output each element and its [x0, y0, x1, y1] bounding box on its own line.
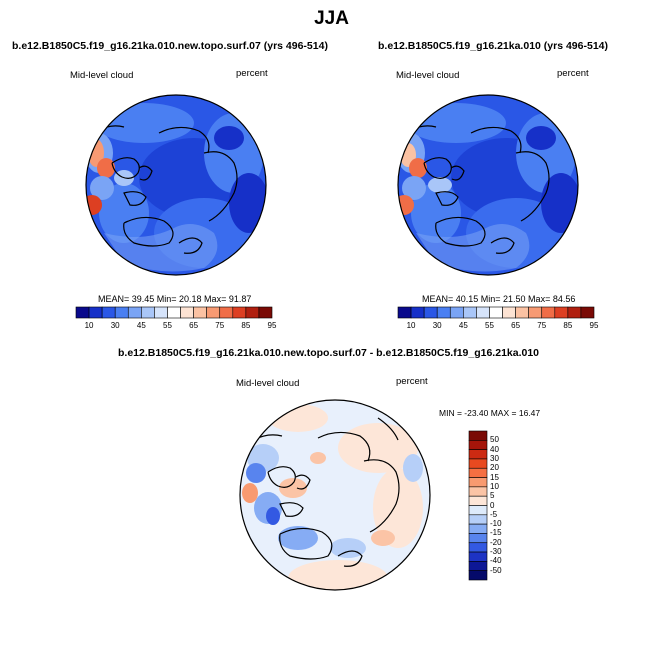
panel1-colorbar-box: [127, 306, 142, 319]
panel1-colorbar-box: [206, 306, 221, 319]
panel1-colorbar-box: [101, 306, 116, 319]
figure-title: JJA: [314, 8, 349, 29]
panel1-colorbar-tick-label: 10: [84, 321, 94, 330]
diff-colorbar-tick-label: 20: [490, 463, 499, 473]
panel1-colorbar-tick-label: 45: [136, 321, 146, 330]
diff-colorbar-box: [468, 551, 488, 562]
panel1-variable: Mid-level cloud: [70, 70, 134, 81]
panel2-polar-map: [397, 94, 579, 276]
panel2-colorbar-tick-label: 10: [406, 321, 416, 330]
diff-colorbar-tick-label: -10: [490, 519, 502, 529]
diff-colorbar-box: [468, 477, 488, 488]
panel2-colorbar-box: [436, 306, 451, 319]
diff-colorbar-tick-label: -50: [490, 565, 502, 575]
diff-colorbar-box: [468, 514, 488, 525]
panel2-colorbar-box: [423, 306, 438, 319]
panel2-colorbar-box: [397, 306, 412, 319]
panel2-colorbar-tick-label: 45: [458, 321, 468, 330]
diff-colorbar-box: [468, 486, 488, 497]
panel1-stats: MEAN= 39.45 Min= 20.18 Max= 91.87: [98, 294, 252, 304]
diff-colorbar-box: [468, 542, 488, 553]
diff-colorbar-box: [468, 523, 488, 534]
diff-colorbar-labels: 50 40 30 20 15 10 5 0 -5 -10 -15 -20 -30 -40 -50: [490, 431, 520, 580]
diff-variable: Mid-level cloud: [236, 378, 300, 389]
diff-title: b.e12.B1850C5.f19_g16.21ka.010.new.topo.…: [118, 347, 540, 359]
panel1-colorbar-tick-label: 85: [241, 321, 251, 330]
panel1-colorbar-box: [258, 306, 273, 319]
panel2-stats: MEAN= 40.15 Min= 21.50 Max= 84.56: [422, 294, 576, 304]
diff-colorbar-tick-label: -5: [490, 509, 498, 519]
panel1-colorbar-tick-label: 55: [163, 321, 172, 330]
diff-colorbar-box: [468, 505, 488, 516]
panel2-variable: Mid-level cloud: [396, 70, 460, 81]
panel1-colorbar-tick-label: 30: [110, 321, 120, 330]
panel2-colorbar-tick-label: 65: [511, 321, 521, 330]
panel2-colorbar-box: [515, 306, 529, 319]
panel1-colorbar-box: [167, 306, 181, 319]
panel2-colorbar-box: [567, 306, 582, 319]
diff-colorbar-box: [468, 458, 488, 469]
diff-colorbar-tick-label: 15: [490, 472, 499, 482]
diff-colorbar-tick-label: 30: [490, 453, 499, 463]
diff-polar-map: [239, 399, 431, 591]
panel1-colorbar-tick-label: 65: [189, 321, 199, 330]
panel1-colorbar-box: [232, 306, 247, 319]
diff-colorbar-tick-label: -40: [490, 556, 502, 566]
panel2-colorbar: [397, 306, 595, 319]
diff-colorbar-box: [468, 430, 488, 441]
diff-colorbar-box: [468, 440, 488, 450]
panel1-colorbar: [75, 306, 273, 319]
panel1-colorbar-box: [154, 306, 168, 319]
panel2-colorbar-tick-label: 85: [563, 321, 573, 330]
panel2-units: percent: [557, 68, 589, 79]
diff-colorbar-tick-label: -15: [490, 528, 502, 538]
diff-colorbar-box: [468, 467, 488, 478]
panel1-colorbar-box: [219, 306, 234, 319]
diff-colorbar: [468, 430, 488, 581]
panel1-colorbar-box: [180, 306, 194, 319]
panel2-colorbar-box: [410, 306, 425, 319]
panel2-colorbar-tick-label: 30: [432, 321, 442, 330]
panel2-colorbar-box: [463, 306, 477, 319]
panel1-polar-map: [85, 94, 267, 276]
panel1-colorbar-box: [193, 306, 207, 319]
panel2-colorbar-tick-label: 55: [485, 321, 494, 330]
panel1-colorbar-box: [88, 306, 103, 319]
diff-colorbar-box: [468, 495, 488, 506]
panel2-colorbar-box: [580, 306, 595, 319]
panel1-colorbar-box: [245, 306, 260, 319]
diff-units: percent: [396, 376, 428, 387]
panel1-colorbar-tick-label: 75: [215, 321, 225, 330]
diff-colorbar-tick-label: 10: [490, 481, 499, 491]
panel1-title: b.e12.B1850C5.f19_g16.21ka.010.new.topo.…: [12, 40, 328, 52]
diff-colorbar-box: [468, 449, 488, 460]
diff-colorbar-tick-label: -30: [490, 547, 502, 557]
panel2-colorbar-box: [554, 306, 569, 319]
panel2-colorbar-tick-label: 95: [589, 321, 599, 330]
panel1-colorbar-box: [75, 306, 90, 319]
panel1-units: percent: [236, 68, 268, 79]
panel2-colorbar-box: [489, 306, 503, 319]
panel1-colorbar-tick-label: 95: [267, 321, 277, 330]
diff-colorbar-tick-label: 50: [490, 435, 499, 445]
panel2-colorbar-tick-label: 75: [537, 321, 547, 330]
panel2-colorbar-box: [502, 306, 516, 319]
diff-colorbar-box: [468, 570, 488, 581]
panel1-colorbar-labels: 10 30 45 55 65 75 85 95: [76, 321, 277, 333]
diff-colorbar-tick-label: 40: [490, 444, 499, 454]
panel2-colorbar-box: [476, 306, 490, 319]
diff-colorbar-box: [468, 533, 488, 544]
panel2-colorbar-box: [541, 306, 556, 319]
panel1-colorbar-box: [141, 306, 155, 319]
diff-colorbar-box: [468, 561, 488, 571]
panel2-title: b.e12.B1850C5.f19_g16.21ka.010 (yrs 496-…: [378, 40, 608, 52]
diff-stats: MIN = -23.40 MAX = 16.47: [439, 408, 541, 418]
diff-colorbar-tick-label: 5: [490, 491, 495, 501]
panel1-colorbar-box: [114, 306, 129, 319]
panel2-colorbar-box: [449, 306, 464, 319]
diff-colorbar-tick-label: -20: [490, 537, 502, 547]
panel2-colorbar-labels: 10 30 45 55 65 75 85 95: [398, 321, 599, 333]
diff-colorbar-tick-label: 0: [490, 500, 495, 510]
panel2-colorbar-box: [528, 306, 543, 319]
